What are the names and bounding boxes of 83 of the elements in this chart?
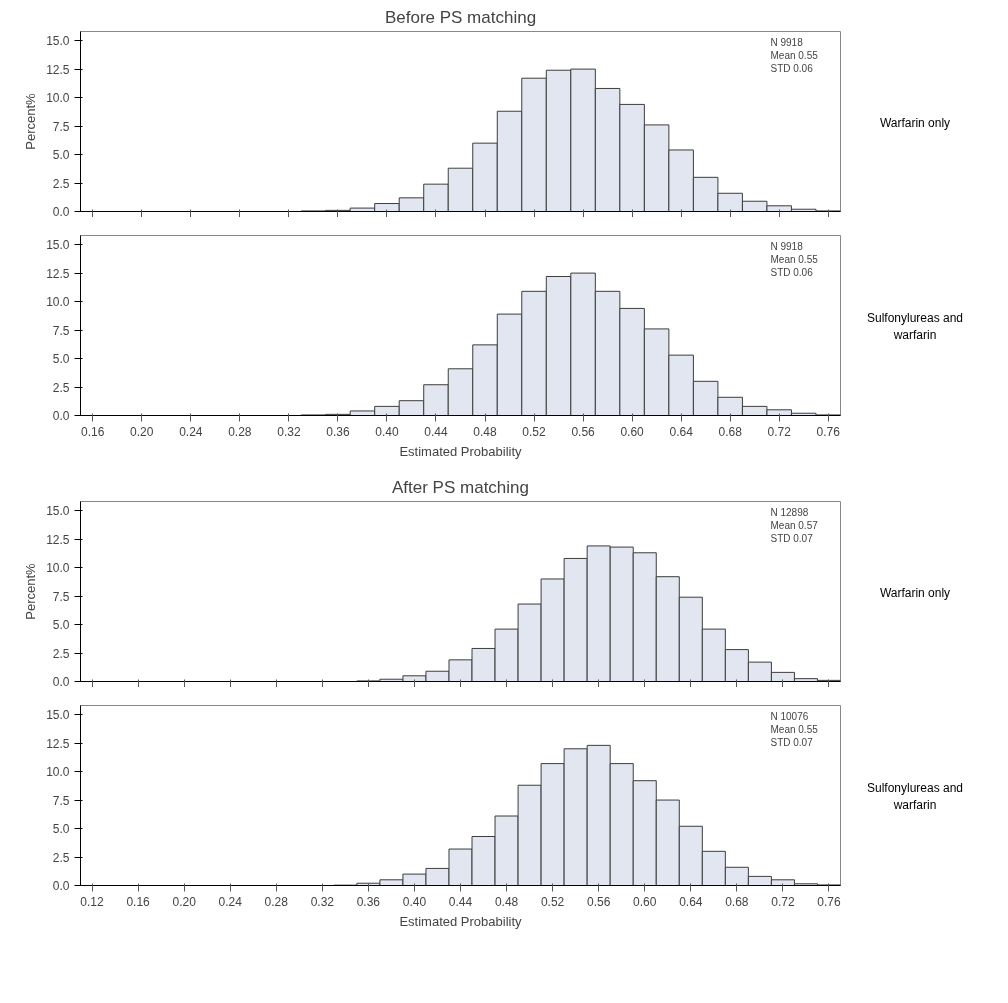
x-tick-label: 0.72 [767, 424, 792, 439]
x-tick-label: 0.16 [81, 424, 105, 439]
y-tick-label: 0.0 [52, 409, 70, 423]
y-tick-label: 10.0 [46, 295, 70, 310]
annotation: N 10076 [770, 710, 809, 722]
x-tick-label: 0.40 [375, 424, 399, 439]
x-tick-label: 0.68 [718, 424, 743, 439]
annotation: N 9918 [770, 240, 804, 252]
x-tick-label: 0.56 [571, 424, 596, 439]
y-tick-label: 7.5 [52, 119, 70, 134]
x-tick-label: 0.52 [540, 894, 565, 909]
x-tick-label: 0.44 [448, 894, 473, 909]
y-tick-label: 2.5 [52, 380, 70, 395]
y-tick-label: 15.0 [46, 504, 70, 519]
x-tick-label: 0.72 [771, 894, 795, 909]
x-tick-label: 0.20 [130, 424, 154, 439]
y-tick-label: 0.0 [52, 205, 70, 219]
y-axis-title: Percent% [23, 92, 39, 150]
annotation: Mean 0.57 [770, 519, 819, 531]
text: Sulfonylureas and warfarin [865, 780, 965, 815]
x-tick-label: 0.20 [172, 894, 197, 909]
x-tick-label: 0.12 [80, 894, 105, 909]
y-tick-label: 10.0 [46, 765, 70, 780]
x-tick-label: 0.24 [218, 894, 243, 909]
x-tick-label: 0.68 [725, 894, 749, 909]
y-tick-label: 7.5 [52, 793, 70, 808]
y-tick-label: 12.5 [46, 736, 70, 751]
y-tick-label: 12.5 [46, 532, 70, 547]
y-tick-label: 15.0 [46, 238, 70, 253]
x-tick-label: 0.28 [264, 894, 289, 909]
x-tick-label: 0.64 [679, 894, 703, 909]
annotation: N 12898 [770, 506, 809, 518]
x-tick-label: 0.76 [816, 424, 841, 439]
annotation: STD 0.06 [770, 62, 814, 74]
x-tick-label: 0.48 [473, 424, 498, 439]
x-tick-label: 0.52 [522, 424, 547, 439]
annotation: STD 0.07 [770, 532, 814, 544]
y-tick-label: 0.0 [52, 675, 70, 689]
y-tick-label: 7.5 [52, 323, 70, 338]
annotation: Mean 0.55 [770, 253, 819, 265]
y-tick-label: 7.5 [52, 589, 70, 604]
chart-title: After PS matching [392, 477, 530, 497]
x-tick-label: 0.40 [402, 894, 427, 909]
annotation: STD 0.07 [770, 736, 814, 748]
x-tick-label: 0.32 [310, 894, 335, 909]
x-tick-label: 0.32 [277, 424, 301, 439]
y-tick-label: 15.0 [46, 708, 70, 723]
y-tick-label: 5.0 [52, 618, 70, 633]
y-tick-label: 0.0 [52, 879, 70, 893]
text: Warfarin only [878, 115, 952, 132]
y-tick-label: 2.5 [52, 176, 70, 191]
annotation: Mean 0.55 [770, 49, 819, 61]
y-tick-label: 12.5 [46, 62, 70, 77]
x-tick-label: 0.48 [494, 894, 519, 909]
y-tick-label: 10.0 [46, 561, 70, 576]
y-tick-label: 2.5 [52, 850, 70, 865]
x-tick-label: 0.44 [424, 424, 448, 439]
x-tick-label: 0.76 [817, 894, 841, 909]
x-tick-label: 0.28 [228, 424, 252, 439]
annotation: Mean 0.55 [770, 723, 819, 735]
x-axis-title: Estimated Probability [399, 443, 523, 459]
y-tick-label: 2.5 [52, 646, 70, 661]
text: Warfarin only [878, 585, 952, 602]
x-tick-label: 0.56 [587, 894, 611, 909]
annotation: N 9918 [770, 36, 804, 48]
text: Sulfonylureas and warfarin [865, 310, 965, 345]
x-tick-label: 0.60 [633, 894, 657, 909]
y-tick-label: 5.0 [52, 352, 70, 367]
y-tick-label: 5.0 [52, 148, 70, 163]
x-axis-title: Estimated Probability [399, 913, 523, 929]
x-tick-label: 0.60 [620, 424, 645, 439]
annotation: STD 0.06 [770, 266, 814, 278]
x-tick-label: 0.24 [179, 424, 203, 439]
y-tick-label: 12.5 [46, 266, 70, 281]
x-tick-label: 0.36 [326, 424, 350, 439]
x-tick-label: 0.64 [669, 424, 694, 439]
x-tick-label: 0.36 [356, 894, 381, 909]
y-tick-label: 10.0 [46, 91, 70, 106]
x-tick-label: 0.16 [126, 894, 151, 909]
y-tick-label: 5.0 [52, 822, 70, 837]
y-axis-title: Percent% [23, 562, 39, 620]
chart-title: Before PS matching [384, 7, 537, 27]
y-tick-label: 15.0 [46, 34, 70, 49]
